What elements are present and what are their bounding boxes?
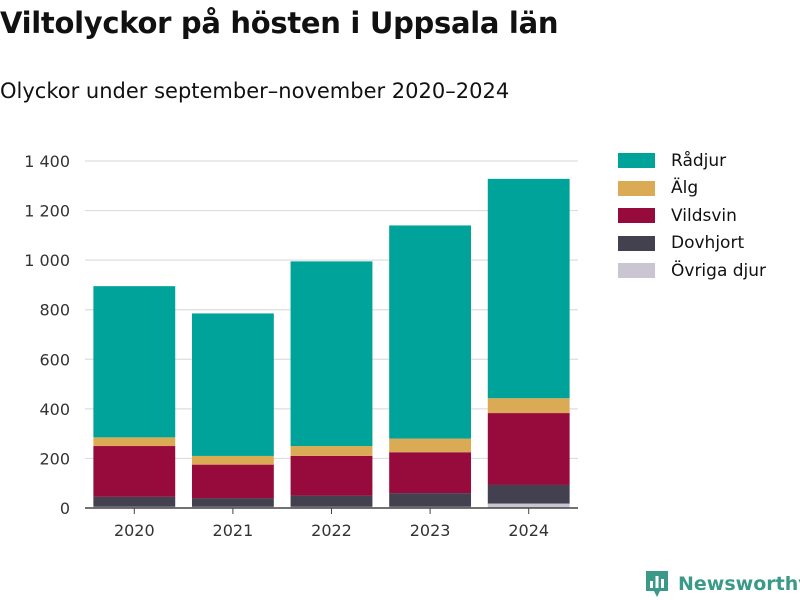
bar-2024-dovhjort — [487, 484, 570, 504]
bar-2021-rådjur — [191, 313, 274, 456]
legend-label: Rådjur — [671, 150, 727, 171]
bar-2024-rådjur — [487, 178, 570, 399]
bar-2022-vildsvin — [290, 455, 373, 496]
brand-logo: Newsworthy — [644, 569, 800, 599]
legend-item: Vildsvin — [618, 202, 766, 230]
legend-item: Rådjur — [618, 147, 766, 175]
x-tick-label: 2022 — [311, 521, 352, 540]
legend-item: Övriga djur — [618, 257, 766, 285]
legend-swatch — [618, 235, 655, 251]
y-tick-label: 1 400 — [24, 152, 70, 171]
y-tick-label: 400 — [39, 400, 70, 419]
y-tick-label: 200 — [39, 449, 70, 468]
y-tick-label: 1 200 — [24, 202, 70, 221]
bars — [93, 178, 570, 508]
bar-2020-dovhjort — [93, 496, 176, 507]
chart-title: Viltolyckor på hösten i Uppsala län — [0, 6, 559, 40]
legend-label: Älg — [671, 178, 699, 199]
legend-item: Älg — [618, 175, 766, 203]
bar-2023-vildsvin — [389, 452, 472, 494]
bar-2021-vildsvin — [191, 464, 274, 499]
y-axis-ticks: 0 200 400 600 800 1 000 1 200 1 400 — [24, 152, 70, 518]
bar-chart-icon — [646, 571, 668, 597]
x-tick-label: 2024 — [508, 521, 549, 540]
legend-label: Övriga djur — [671, 260, 767, 281]
x-tick-label: 2023 — [410, 521, 451, 540]
x-axis-ticks: 2020 2021 2022 2023 2024 — [114, 508, 549, 540]
x-tick-label: 2021 — [213, 521, 254, 540]
bar-2023-älg — [389, 438, 472, 453]
bar-2023-rådjur — [389, 225, 472, 439]
chart-subtitle: Olyckor under september–november 2020–20… — [0, 79, 510, 103]
bar-2020-rådjur — [93, 286, 176, 438]
bar-2022-dovhjort — [290, 495, 373, 507]
legend-item: Dovhjort — [618, 230, 766, 258]
legend-swatch — [618, 180, 655, 196]
bar-2020-älg — [93, 437, 176, 447]
bar-2023-dovhjort — [389, 493, 472, 507]
bar-2024-vildsvin — [487, 413, 570, 485]
y-tick-label: 1 000 — [24, 251, 70, 270]
bar-2021-älg — [191, 455, 274, 465]
y-tick-label: 600 — [39, 350, 70, 369]
x-tick-label: 2020 — [114, 521, 155, 540]
bar-2020-vildsvin — [93, 446, 176, 497]
bar-2021-dovhjort — [191, 498, 274, 507]
legend-label: Dovhjort — [671, 233, 745, 254]
legend-swatch — [618, 263, 655, 279]
bar-2024-övriga-djur — [487, 503, 570, 508]
bar-2022-älg — [290, 446, 373, 456]
legend: Rådjur Älg Vildsvin Dovhjort Övriga djur — [618, 147, 766, 285]
y-tick-label: 0 — [60, 499, 70, 518]
brand-name: Newsworthy — [678, 573, 800, 595]
legend-swatch — [618, 208, 655, 224]
legend-label: Vildsvin — [671, 205, 737, 226]
y-tick-label: 800 — [39, 301, 70, 320]
legend-swatch — [618, 153, 655, 169]
bar-2024-älg — [487, 398, 570, 414]
bar-2022-rådjur — [290, 261, 373, 447]
